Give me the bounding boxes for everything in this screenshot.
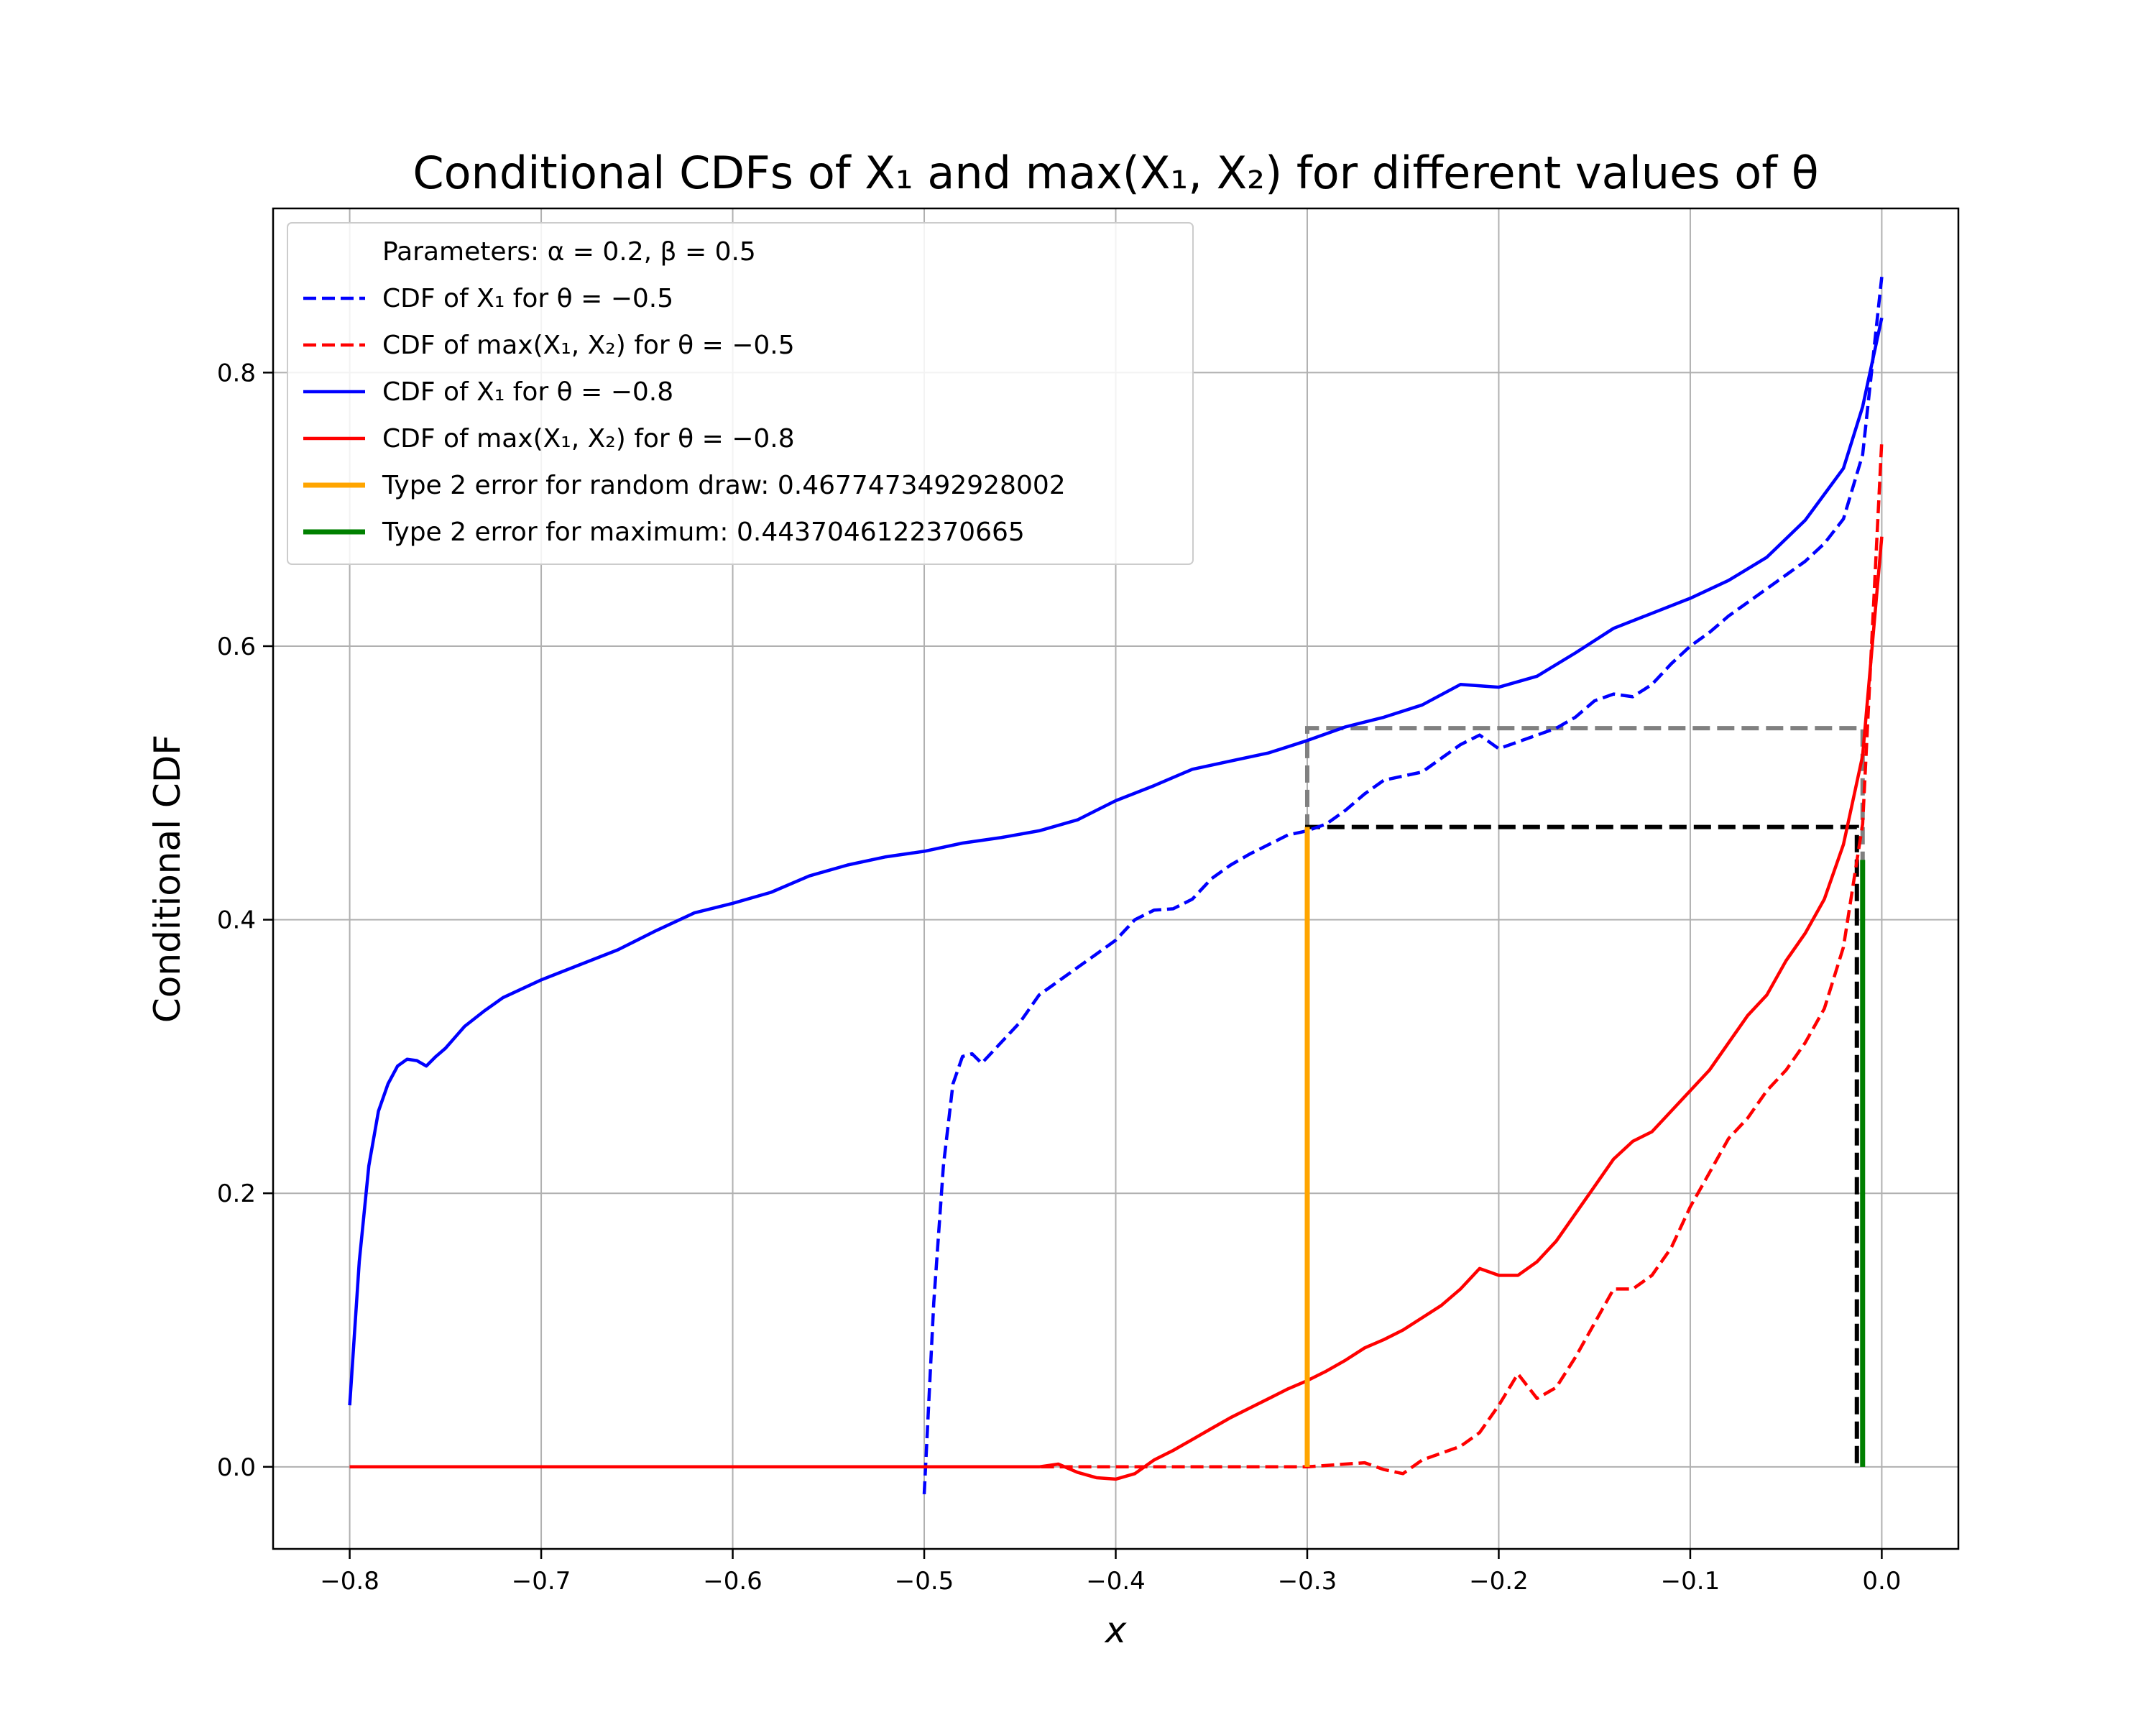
series-line-1 — [922, 276, 1884, 1495]
x-tick-label: −0.7 — [512, 1567, 571, 1596]
series-line-2 — [349, 441, 1884, 1476]
grey-reference-dashed-line — [1304, 726, 1865, 1467]
reference-lines-layer — [1304, 726, 1865, 1467]
tick-layer: −0.8 −0.7 −0.6 −0.5 −0.4 −0.3 −0.2 −0.1 0.0 0.0 0.… — [217, 359, 1902, 1596]
x-tick-label: −0.5 — [895, 1567, 954, 1596]
legend: Parameters: α = 0.2, β = 0.5 CDF of X₁ f… — [287, 222, 1194, 565]
legend-header: Parameters: α = 0.2, β = 0.5 — [382, 237, 756, 267]
x-tick-label: −0.2 — [1469, 1567, 1529, 1596]
chart-title: Conditional CDFs of X₁ and max(X₁, X₂) f… — [413, 147, 1818, 199]
y-tick-label: 0.8 — [217, 359, 256, 387]
x-tick-label: −0.3 — [1278, 1567, 1337, 1596]
black-reference-dashed-line — [1304, 824, 1859, 1467]
y-tick-label: 0.6 — [217, 632, 256, 661]
legend-entry-label: CDF of max(X₁, X₂) for θ = −0.8 — [382, 424, 795, 454]
legend-entry-label: Type 2 error for maximum: 0.443704612237… — [382, 518, 1025, 547]
error-markers-layer — [1304, 827, 1866, 1467]
x-tick-label: −0.6 — [703, 1567, 763, 1596]
legend-entry-label: CDF of X₁ for θ = −0.8 — [382, 377, 673, 407]
legend-entry-label: Type 2 error for random draw: 0.46774734… — [382, 471, 1066, 500]
legend-entry-label: CDF of max(X₁, X₂) for θ = −0.5 — [382, 331, 795, 360]
y-tick-label: 0.0 — [217, 1453, 256, 1482]
legend-entry-label: CDF of X₁ for θ = −0.5 — [382, 284, 673, 313]
y-tick-label: 0.4 — [217, 906, 256, 935]
series-line-4 — [349, 536, 1884, 1481]
x-axis-label: x — [1104, 1609, 1127, 1651]
x-tick-label: −0.1 — [1661, 1567, 1720, 1596]
y-axis-label: Conditional CDF — [147, 735, 188, 1023]
x-tick-label: −0.4 — [1086, 1567, 1146, 1596]
series-line-3 — [348, 317, 1884, 1406]
x-tick-label: −0.8 — [320, 1567, 379, 1596]
legend-box — [287, 222, 1194, 565]
series-layer — [348, 276, 1884, 1495]
y-tick-label: 0.2 — [217, 1179, 256, 1208]
x-tick-label: 0.0 — [1862, 1567, 1901, 1596]
